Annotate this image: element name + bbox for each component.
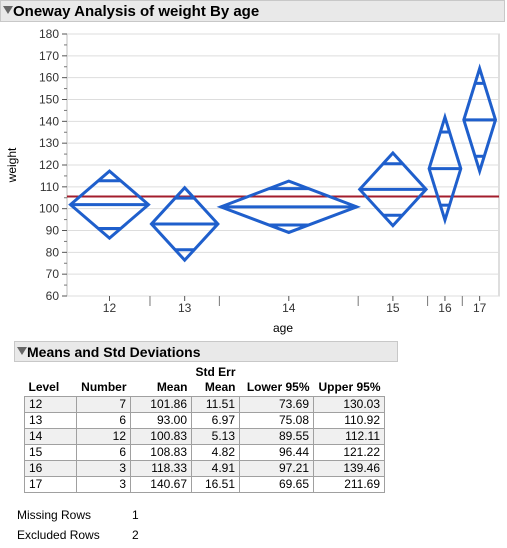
cell-level: 16 bbox=[24, 460, 77, 477]
y-tick-label: 140 bbox=[39, 114, 59, 128]
x-tick-label: 15 bbox=[386, 301, 400, 315]
cell-mean: 118.33 bbox=[130, 460, 192, 477]
cell-mean: 108.83 bbox=[130, 444, 192, 461]
cell-upper-95: 211.69 bbox=[313, 476, 386, 493]
cell-upper-95: 130.03 bbox=[313, 396, 386, 413]
cell-lower-95: 97.21 bbox=[239, 460, 315, 477]
excluded-rows: Excluded Rows 2 bbox=[17, 528, 139, 543]
cell-std-err: 11.51 bbox=[190, 396, 241, 413]
oneway-outline-header[interactable]: Oneway Analysis of weight By age bbox=[0, 0, 505, 22]
y-tick-label: 80 bbox=[46, 245, 60, 259]
cell-std-err: 4.91 bbox=[190, 460, 241, 477]
cell-upper-95: 110.92 bbox=[313, 412, 386, 429]
table-row: 15 6 108.83 4.82 96.44 121.22 bbox=[24, 444, 386, 461]
cell-upper-95: 112.11 bbox=[313, 428, 386, 445]
table-row: 13 6 93.00 6.97 75.08 110.92 bbox=[24, 412, 386, 429]
cell-level: 12 bbox=[24, 396, 77, 413]
col-upper-95: Upper 95% bbox=[318, 380, 381, 394]
col-number: Number bbox=[81, 380, 127, 394]
cell-lower-95: 96.44 bbox=[239, 444, 315, 461]
cell-std-err: 6.97 bbox=[190, 412, 241, 429]
means-outline-header[interactable]: Means and Std Deviations bbox=[14, 341, 398, 362]
oneway-chart: 60 70 80 90 100 110 120 130 140 150 160 170 180 12 13 1… bbox=[5, 27, 500, 335]
disclosure-triangle-icon[interactable] bbox=[17, 347, 27, 355]
y-tick-label: 180 bbox=[39, 27, 59, 41]
cell-lower-95: 75.08 bbox=[239, 412, 315, 429]
cell-upper-95: 139.46 bbox=[313, 460, 386, 477]
cell-lower-95: 89.55 bbox=[239, 428, 315, 445]
cell-number: 12 bbox=[76, 428, 131, 445]
y-tick-label: 130 bbox=[39, 136, 59, 150]
y-tick-label: 150 bbox=[39, 93, 59, 107]
x-tick-label: 13 bbox=[178, 301, 192, 315]
y-tick-label: 100 bbox=[39, 202, 59, 216]
cell-lower-95: 73.69 bbox=[239, 396, 315, 413]
x-tick-label: 17 bbox=[473, 301, 487, 315]
cell-mean: 101.86 bbox=[130, 396, 192, 413]
means-table-title: Means and Std Deviations bbox=[27, 344, 201, 360]
y-tick-label: 70 bbox=[46, 267, 60, 281]
y-tick-label: 60 bbox=[46, 289, 60, 303]
col-std-err-bottom: Mean bbox=[204, 380, 236, 394]
cell-std-err: 5.13 bbox=[190, 428, 241, 445]
report-title: Oneway Analysis of weight By age bbox=[13, 3, 260, 20]
cell-mean: 140.67 bbox=[130, 476, 192, 493]
y-tick-label: 160 bbox=[39, 71, 59, 85]
x-tick-label: 14 bbox=[282, 301, 296, 315]
col-mean: Mean bbox=[156, 380, 188, 394]
disclosure-triangle-icon[interactable] bbox=[3, 6, 13, 14]
table-row: 12 7 101.86 11.51 73.69 130.03 bbox=[24, 396, 386, 413]
x-tick-label: 12 bbox=[103, 301, 117, 315]
excluded-rows-value: 2 bbox=[132, 528, 139, 542]
cell-level: 17 bbox=[24, 476, 77, 493]
missing-rows: Missing Rows 1 bbox=[17, 508, 139, 523]
cell-level: 13 bbox=[24, 412, 77, 429]
col-level: Level bbox=[28, 380, 60, 394]
table-row: 14 12 100.83 5.13 89.55 112.11 bbox=[24, 428, 386, 445]
missing-rows-label: Missing Rows bbox=[17, 508, 92, 522]
means-table: Level Number Mean Std Err Mean Lower 95% … bbox=[24, 364, 386, 493]
excluded-rows-label: Excluded Rows bbox=[17, 528, 100, 542]
cell-lower-95: 69.65 bbox=[239, 476, 315, 493]
cell-mean: 93.00 bbox=[130, 412, 192, 429]
col-std-err-mean: Std Err Mean bbox=[192, 364, 240, 397]
cell-number: 3 bbox=[76, 460, 131, 477]
col-lower-95: Lower 95% bbox=[246, 380, 310, 394]
y-tick-label: 120 bbox=[39, 158, 59, 172]
missing-rows-value: 1 bbox=[132, 508, 139, 522]
x-axis-label: age bbox=[273, 321, 293, 335]
cell-mean: 100.83 bbox=[130, 428, 192, 445]
cell-std-err: 4.82 bbox=[190, 444, 241, 461]
cell-number: 6 bbox=[76, 412, 131, 429]
y-tick-label: 170 bbox=[39, 49, 59, 63]
y-tick-label: 90 bbox=[46, 224, 60, 238]
cell-level: 15 bbox=[24, 444, 77, 461]
cell-number: 3 bbox=[76, 476, 131, 493]
table-row: 17 3 140.67 16.51 69.65 211.69 bbox=[24, 476, 386, 493]
cell-number: 7 bbox=[76, 396, 131, 413]
cell-upper-95: 121.22 bbox=[313, 444, 386, 461]
cell-number: 6 bbox=[76, 444, 131, 461]
cell-std-err: 16.51 bbox=[190, 476, 241, 493]
y-tick-label: 110 bbox=[40, 180, 59, 194]
col-std-err-top: Std Err bbox=[195, 365, 236, 379]
cell-level: 14 bbox=[24, 428, 77, 445]
table-row: 16 3 118.33 4.91 97.21 139.46 bbox=[24, 460, 386, 477]
y-axis-label: weight bbox=[5, 147, 19, 183]
x-tick-label: 16 bbox=[438, 301, 452, 315]
